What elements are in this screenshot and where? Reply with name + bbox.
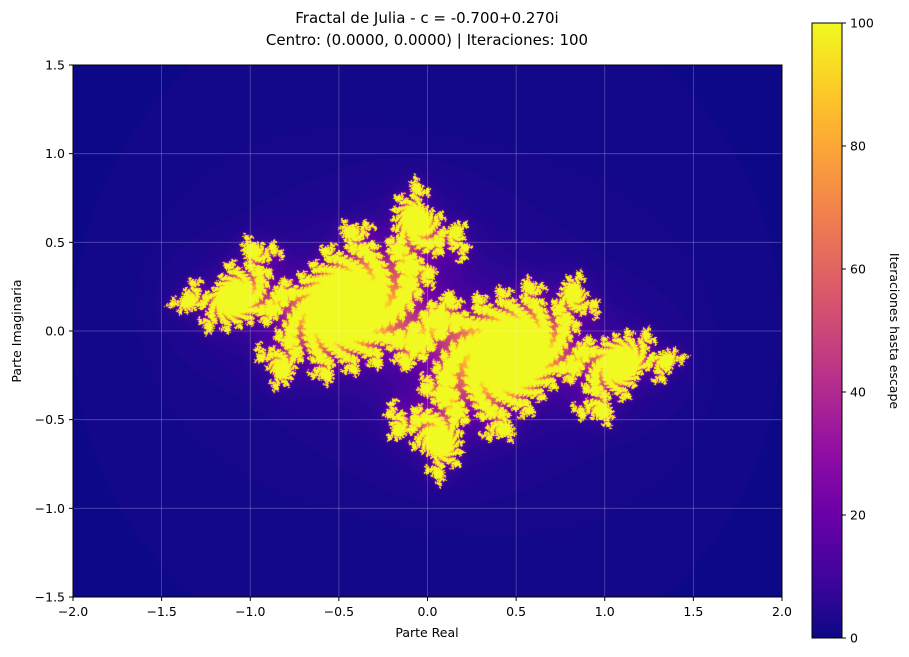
colorbar-tick-label: 80: [850, 139, 866, 154]
y-tick-label: 1.5: [45, 58, 65, 73]
colorbar-gradient: [811, 22, 843, 639]
x-tick-label: 2.0: [772, 604, 792, 619]
plot-area: [72, 64, 783, 598]
x-tick-label: 1.0: [595, 604, 615, 619]
colorbar-ticks: 0 20 40 60 80 100: [842, 16, 874, 646]
x-tick-label: 0.5: [506, 604, 526, 619]
colorbar-tick-label: 40: [850, 385, 866, 400]
julia-fractal-image: [73, 65, 782, 597]
colorbar-tick-label: 100: [850, 16, 874, 31]
chart-subtitle: Centro: (0.0000, 0.0000) | Iteraciones: …: [266, 31, 588, 49]
y-tick-label: −0.5: [35, 412, 65, 427]
colorbar-tick-label: 20: [850, 508, 866, 523]
x-axis: −2.0 −1.5 −1.0 −0.5 0.0 0.5 1.0 1.5 2.0: [58, 597, 792, 619]
colorbar-tick-label: 60: [850, 262, 866, 277]
y-tick-label: 0.5: [45, 235, 65, 250]
x-tick-label: −0.5: [324, 604, 354, 619]
y-axis-label: Parte Imaginaria: [9, 279, 24, 382]
x-axis-label: Parte Real: [395, 625, 458, 640]
x-tick-label: 1.5: [683, 604, 703, 619]
x-tick-label: −1.5: [146, 604, 176, 619]
x-tick-label: 0.0: [418, 604, 438, 619]
x-tick-label: −1.0: [235, 604, 265, 619]
colorbar-label: Iteraciones hasta escape: [887, 253, 902, 409]
colorbar-tick-label: 0: [850, 631, 858, 646]
y-tick-label: 1.0: [45, 146, 65, 161]
colorbar: 0 20 40 60 80 100 Iteraciones hasta escape: [811, 16, 902, 646]
x-tick-label: −2.0: [58, 604, 88, 619]
y-tick-label: −1.5: [35, 590, 65, 605]
y-axis: −1.5 −1.0 −0.5 0.0 0.5 1.0 1.5: [35, 58, 73, 605]
chart-title: Fractal de Julia - c = -0.700+0.270i: [295, 9, 558, 27]
y-tick-label: −1.0: [35, 501, 65, 516]
y-tick-label: 0.0: [45, 324, 65, 339]
